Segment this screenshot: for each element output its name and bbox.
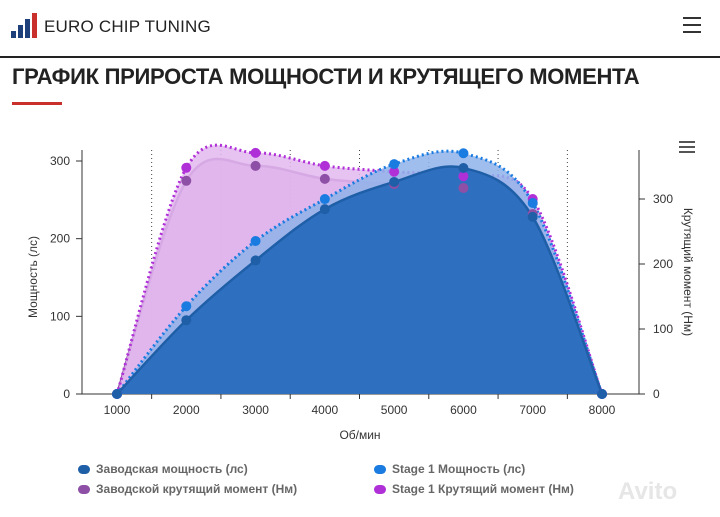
data-point: [112, 389, 122, 399]
data-point: [458, 162, 469, 173]
data-point: [458, 171, 469, 182]
legend-label: Stage 1 Крутящий момент (Нм): [392, 482, 574, 496]
y-axis-title: Мощность (лс): [26, 236, 40, 318]
legend-marker-icon: [78, 484, 90, 494]
y2-tick-label: 0: [653, 387, 660, 401]
header: EURO CHIP TUNING: [0, 0, 720, 58]
legend-label: Заводская мощность (лс): [96, 462, 248, 476]
legend-item[interactable]: Заводской крутящий момент (Нм): [78, 482, 297, 496]
y2-tick-label: 300: [653, 192, 673, 206]
x-tick-label: 1000: [104, 403, 131, 417]
page-title: ГРАФИК ПРИРОСТА МОЩНОСТИ И КРУТЯЩЕГО МОМ…: [12, 64, 640, 89]
data-point: [250, 147, 261, 158]
data-point: [527, 197, 538, 208]
title-underline: [12, 102, 62, 105]
data-point: [319, 194, 330, 205]
data-point: [527, 211, 538, 222]
x-tick-label: 7000: [519, 403, 546, 417]
legend-marker-icon: [78, 464, 90, 474]
legend-item[interactable]: Stage 1 Крутящий момент (Нм): [374, 482, 574, 496]
x-tick-label: 3000: [242, 403, 269, 417]
y-tick-label: 300: [50, 154, 70, 168]
data-point: [250, 160, 261, 171]
y2-tick-label: 200: [653, 257, 673, 271]
data-point: [319, 160, 330, 171]
y2-axis-title: Крутящий момент (Нм): [681, 208, 695, 336]
data-point: [319, 204, 330, 215]
data-point: [250, 235, 261, 246]
x-axis-title: Об/мин: [339, 428, 380, 442]
y-tick-label: 100: [50, 309, 70, 323]
data-point: [181, 162, 192, 173]
data-point: [319, 173, 330, 184]
logo-icon: [11, 13, 37, 38]
watermark: Avito: [618, 478, 678, 505]
x-tick-label: 8000: [589, 403, 616, 417]
data-point: [458, 148, 469, 159]
legend-marker-icon: [374, 484, 386, 494]
data-point: [181, 301, 192, 312]
legend-item[interactable]: Stage 1 Мощность (лс): [374, 462, 525, 476]
data-point: [389, 166, 400, 177]
x-tick-label: 6000: [450, 403, 477, 417]
legend-label: Stage 1 Мощность (лс): [392, 462, 526, 476]
legend-marker-icon: [374, 464, 386, 474]
x-tick-label: 4000: [312, 403, 339, 417]
brand-name: EURO CHIP TUNING: [44, 17, 211, 36]
series-line: [115, 149, 604, 395]
x-tick-label: 2000: [173, 403, 200, 417]
data-point: [389, 176, 400, 187]
data-point: [181, 315, 192, 326]
data-point: [250, 255, 261, 266]
data-point: [458, 182, 469, 193]
y-tick-label: 200: [50, 232, 70, 246]
chart-menu-button[interactable]: [679, 141, 695, 156]
hamburger-menu-button[interactable]: [683, 17, 701, 33]
data-point: [389, 159, 400, 170]
x-tick-label: 5000: [381, 403, 408, 417]
series-line: [115, 143, 604, 395]
data-point: [181, 175, 192, 186]
y-tick-label: 0: [63, 387, 70, 401]
data-point: [597, 389, 607, 399]
legend-label: Заводской крутящий момент (Нм): [96, 482, 298, 496]
y2-tick-label: 100: [653, 322, 673, 336]
series-area: [117, 166, 602, 394]
legend-item[interactable]: Заводская мощность (лс): [78, 462, 248, 476]
